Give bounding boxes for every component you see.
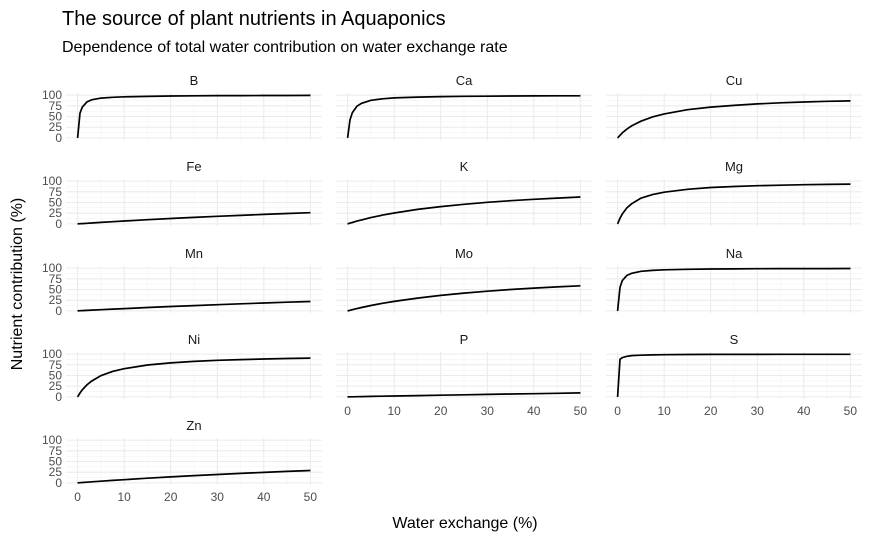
series-line-s [616, 353, 851, 397]
series-line-mg [616, 183, 851, 225]
y-tick-label: 25 [49, 379, 63, 393]
y-tick-label: 50 [49, 369, 63, 383]
facet-label-zn: Zn [186, 418, 201, 433]
x-tick-label: 10 [388, 404, 402, 418]
x-tick-label: 10 [118, 490, 132, 504]
y-tick-label: 0 [55, 476, 62, 490]
y-axis-title: Nutrient contribution (%) [9, 198, 26, 371]
y-tick-label: 50 [49, 455, 63, 469]
series-line-ni [76, 357, 311, 398]
panel-mo: Mo [336, 246, 592, 313]
facet-label-ni: Ni [188, 332, 200, 347]
chart-title: The source of plant nutrients in Aquapon… [62, 8, 446, 30]
facet-label-p: P [460, 332, 469, 347]
x-tick-label: 0 [74, 490, 81, 504]
x-axis-title: Water exchange (%) [392, 515, 537, 532]
series-line-mn [77, 300, 311, 312]
y-tick-label: 75 [49, 99, 63, 113]
chart-subtitle: Dependence of total water contribution o… [62, 39, 508, 56]
x-tick-label: 0 [344, 404, 351, 418]
y-tick-label: 0 [55, 304, 62, 318]
series-line-na [616, 267, 851, 311]
y-tick-label: 100 [42, 347, 62, 361]
x-tick-label: 40 [527, 404, 541, 418]
facet-label-mg: Mg [725, 159, 743, 174]
facet-label-ca: Ca [456, 73, 473, 88]
facet-label-s: S [730, 332, 739, 347]
panel-cu: Cu [606, 73, 862, 140]
facet-label-fe: Fe [186, 159, 201, 174]
y-tick-label: 25 [49, 206, 63, 220]
panel-s: S 0 10 20 30 40 50 [606, 332, 862, 418]
facet-label-mo: Mo [455, 246, 473, 261]
y-tick-label: 0 [55, 217, 62, 231]
y-tick-label: 50 [49, 196, 63, 210]
facet-label-k: K [460, 159, 469, 174]
facet-label-na: Na [726, 246, 743, 261]
panel-ca: Ca [336, 73, 592, 140]
x-tick-label: 40 [797, 404, 811, 418]
x-tick-label: 50 [304, 490, 318, 504]
y-tick-label: 50 [49, 110, 63, 124]
panel-mg: Mg [606, 159, 862, 226]
x-tick-label: 30 [211, 490, 225, 504]
series-line-k [347, 196, 581, 225]
x-tick-label: 20 [704, 404, 718, 418]
x-tick-label: 0 [614, 404, 621, 418]
x-tick-label: 30 [751, 404, 765, 418]
y-tick-label: 0 [55, 390, 62, 404]
series-line-p [347, 392, 581, 398]
x-tick-label: 50 [574, 404, 588, 418]
series-line-ca [346, 94, 581, 139]
x-tick-label: 40 [257, 490, 271, 504]
y-tick-label: 75 [49, 358, 63, 372]
x-tick-label: 20 [434, 404, 448, 418]
series-line-fe [77, 211, 311, 225]
x-tick-label: 10 [658, 404, 672, 418]
facet-label-mn: Mn [185, 246, 203, 261]
y-tick-label: 25 [49, 120, 63, 134]
y-tick-label: 50 [49, 283, 63, 297]
y-tick-label: 0 [55, 131, 62, 145]
series-line-zn [77, 469, 311, 484]
series-line-b [76, 94, 311, 138]
y-tick-label: 75 [49, 185, 63, 199]
y-tick-label: 100 [42, 261, 62, 275]
panel-k: K [336, 159, 592, 226]
facet-label-cu: Cu [726, 73, 743, 88]
series-line-cu [616, 100, 851, 139]
x-tick-label: 30 [481, 404, 495, 418]
y-tick-label: 100 [42, 174, 62, 188]
y-tick-label: 75 [49, 444, 63, 458]
facet-label-b: B [190, 73, 199, 88]
x-tick-label: 20 [164, 490, 178, 504]
y-tick-label: 75 [49, 272, 63, 286]
y-tick-label: 25 [49, 465, 63, 479]
panel-na: Na [606, 246, 862, 313]
y-tick-label: 25 [49, 293, 63, 307]
x-tick-label: 50 [844, 404, 858, 418]
y-tick-label: 100 [42, 88, 62, 102]
series-line-mo [347, 284, 581, 312]
y-tick-label: 100 [42, 433, 62, 447]
panel-p: P 0 10 20 30 40 50 [336, 332, 592, 418]
